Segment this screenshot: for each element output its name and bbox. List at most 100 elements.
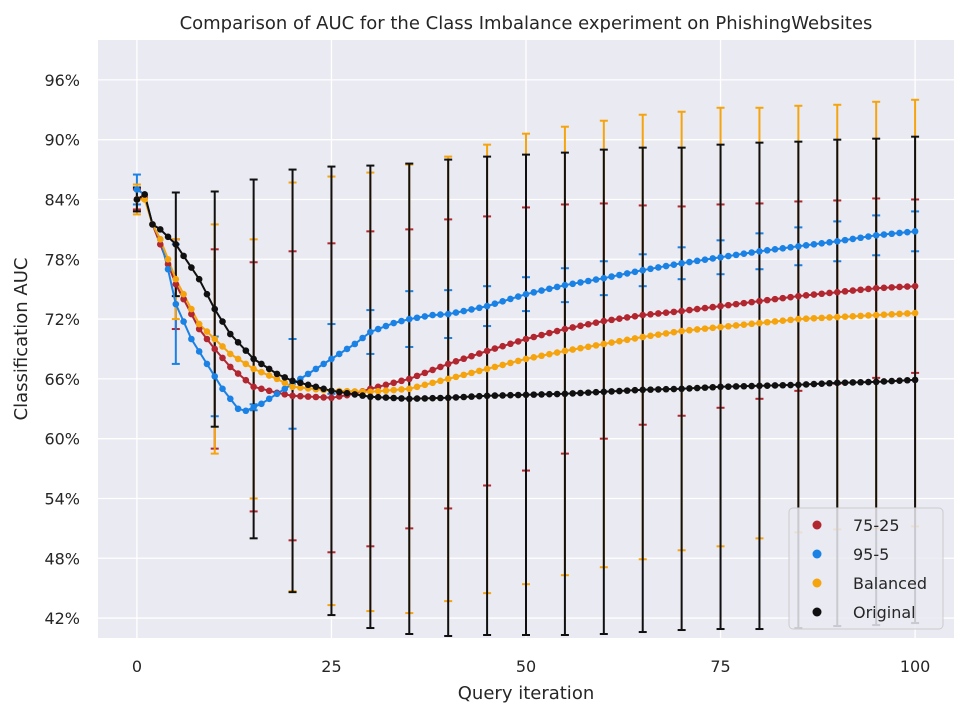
data-point-75-25 — [195, 325, 203, 333]
data-point-75-25 — [250, 383, 257, 391]
data-point-balanced — [281, 379, 289, 387]
data-point-balanced — [795, 315, 802, 323]
data-point-balanced — [670, 328, 678, 336]
data-point-balanced — [756, 319, 763, 327]
legend-marker-original — [812, 607, 822, 617]
data-point-95-5 — [530, 289, 538, 296]
data-point-balanced — [273, 375, 281, 383]
data-point-balanced — [429, 379, 436, 387]
data-point-original — [756, 382, 763, 390]
data-point-75-25 — [499, 342, 506, 350]
data-point-original — [367, 393, 374, 401]
data-point-original — [826, 379, 833, 387]
data-point-balanced — [880, 311, 888, 318]
data-point-95-5 — [709, 255, 717, 262]
data-point-95-5 — [398, 317, 405, 325]
data-point-original — [141, 191, 148, 198]
data-point-95-5 — [911, 228, 919, 235]
data-point-balanced — [289, 383, 296, 391]
data-point-95-5 — [600, 274, 608, 282]
data-point-balanced — [398, 386, 405, 393]
data-point-balanced — [499, 361, 506, 369]
data-point-balanced — [413, 383, 421, 391]
data-point-balanced — [234, 355, 242, 363]
data-point-75-25 — [320, 394, 327, 401]
data-point-95-5 — [328, 355, 335, 363]
data-point-original — [670, 385, 678, 393]
data-point-balanced — [888, 310, 896, 318]
y-tick-label: 66% — [44, 370, 80, 389]
data-point-balanced — [561, 347, 569, 355]
data-point-balanced — [164, 255, 172, 263]
y-tick-label: 78% — [44, 250, 80, 269]
data-point-95-5 — [654, 264, 662, 271]
data-point-balanced — [701, 325, 709, 332]
data-point-95-5 — [701, 256, 709, 263]
data-point-95-5 — [476, 304, 483, 312]
data-point-original — [452, 394, 460, 401]
data-point-75-25 — [763, 296, 771, 304]
data-point-95-5 — [553, 283, 561, 291]
data-point-75-25 — [211, 345, 219, 353]
data-point-75-25 — [662, 309, 670, 316]
data-point-balanced — [623, 336, 631, 344]
data-point-75-25 — [444, 360, 452, 368]
data-point-original — [538, 391, 545, 398]
data-point-balanced — [872, 311, 880, 319]
data-point-original — [841, 379, 849, 386]
data-point-original — [156, 226, 164, 233]
data-point-original — [701, 384, 709, 391]
data-point-95-5 — [779, 245, 787, 252]
data-point-original — [561, 390, 569, 398]
y-tick-label: 84% — [44, 190, 80, 209]
data-point-95-5 — [616, 271, 623, 279]
data-point-original — [763, 382, 771, 389]
data-point-original — [374, 393, 382, 401]
data-point-balanced — [911, 309, 919, 317]
data-point-95-5 — [522, 290, 530, 298]
y-tick-label: 96% — [44, 71, 80, 90]
data-point-original — [265, 365, 273, 373]
data-point-original — [779, 381, 787, 389]
data-point-75-25 — [654, 310, 662, 317]
data-point-95-5 — [787, 244, 794, 251]
data-point-original — [748, 382, 755, 390]
data-point-75-25 — [188, 310, 195, 318]
y-tick-labels: 42% 48% 54% 60% 66% 72% 78% 84% 90% 96% — [44, 71, 80, 628]
data-point-75-25 — [429, 366, 436, 374]
data-point-original — [250, 355, 257, 363]
data-point-balanced — [390, 386, 398, 394]
data-point-original — [312, 383, 320, 391]
data-point-95-5 — [413, 314, 421, 322]
data-point-original — [795, 381, 802, 389]
data-point-original — [226, 330, 234, 338]
data-point-75-25 — [592, 319, 600, 326]
data-point-balanced — [725, 322, 732, 330]
data-point-75-25 — [421, 369, 429, 377]
data-point-95-5 — [904, 228, 911, 236]
data-point-95-5 — [857, 234, 864, 242]
data-point-balanced — [203, 328, 211, 335]
data-point-balanced — [538, 352, 545, 360]
data-point-95-5 — [608, 273, 615, 280]
data-point-95-5 — [180, 318, 187, 325]
data-point-balanced — [437, 377, 444, 385]
data-point-original — [289, 377, 296, 385]
data-point-original — [849, 379, 857, 386]
data-point-original — [203, 290, 211, 298]
data-point-95-5 — [195, 348, 203, 355]
data-point-95-5 — [514, 293, 522, 300]
data-point-balanced — [226, 350, 234, 358]
data-point-75-25 — [382, 381, 390, 389]
data-point-95-5 — [631, 268, 639, 276]
data-point-75-25 — [203, 335, 211, 343]
x-tick-label: 25 — [321, 657, 341, 676]
data-point-75-25 — [265, 387, 273, 395]
data-point-balanced — [904, 310, 911, 317]
legend-label-original: Original — [853, 603, 916, 622]
data-point-75-25 — [569, 324, 576, 331]
data-point-95-5 — [343, 345, 351, 353]
data-point-95-5 — [250, 403, 257, 411]
data-point-75-25 — [297, 392, 304, 400]
data-point-75-25 — [476, 350, 483, 357]
